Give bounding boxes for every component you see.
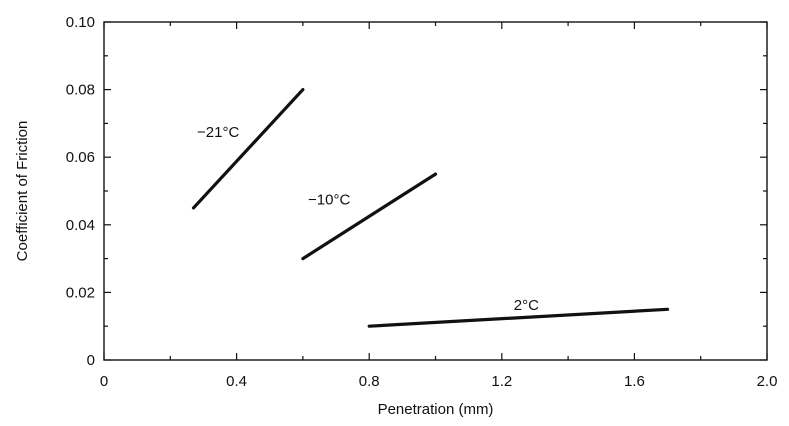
series-line-1 bbox=[301, 172, 438, 261]
x-tick-label: 0.4 bbox=[226, 373, 247, 390]
y-tick-label: 0.10 bbox=[66, 14, 95, 31]
x-tick-label: 2.0 bbox=[757, 373, 778, 390]
x-tick-label: 0 bbox=[100, 373, 108, 390]
series-line-2 bbox=[367, 307, 670, 328]
x-tick-label: 1.6 bbox=[624, 373, 645, 390]
y-axis-ticks: 0 0.02 0.04 0.06 0.08 0.10 bbox=[66, 14, 767, 369]
series-lines bbox=[191, 87, 670, 328]
x-axis-ticks: 0 0.4 0.8 1.2 1.6 2.0 bbox=[100, 22, 778, 390]
y-tick-label: 0.06 bbox=[66, 149, 95, 166]
series-label-1: −10°C bbox=[308, 191, 350, 208]
series-line-0 bbox=[191, 87, 305, 210]
y-tick-label: 0.04 bbox=[66, 217, 95, 234]
x-tick-label: 1.2 bbox=[491, 373, 512, 390]
series-label-0: −21°C bbox=[197, 124, 239, 141]
y-tick-label: 0 bbox=[87, 352, 95, 369]
y-tick-label: 0.02 bbox=[66, 284, 95, 301]
series-labels: −21°C −10°C 2°C bbox=[197, 124, 539, 314]
x-tick-label: 0.8 bbox=[359, 373, 380, 390]
series-label-2: 2°C bbox=[514, 297, 539, 314]
y-axis-title: Coefficient of Friction bbox=[14, 121, 31, 262]
x-axis-title: Penetration (mm) bbox=[378, 401, 494, 418]
y-tick-label: 0.08 bbox=[66, 82, 95, 99]
